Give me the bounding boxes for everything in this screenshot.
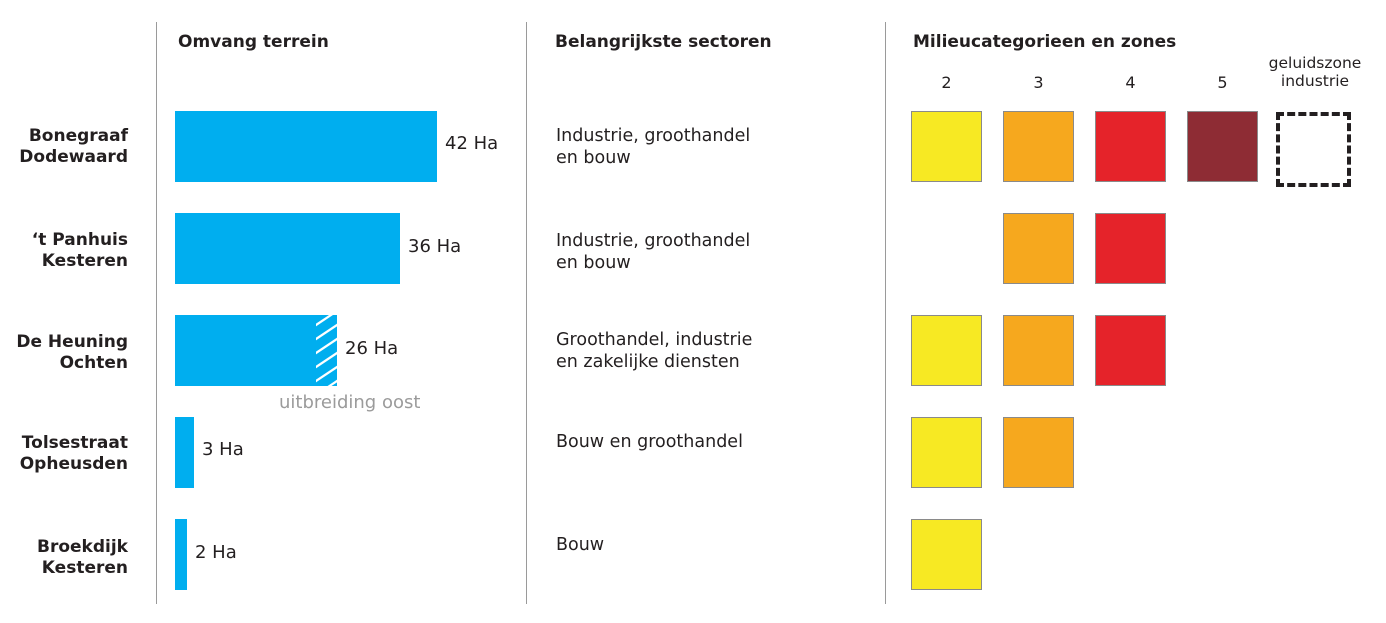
- terrain-name-heuning: De Heuning Ochten: [0, 332, 128, 374]
- column-divider-3: [885, 22, 886, 604]
- terrain-name-panhuis: ‘t Panhuis Kesteren: [0, 230, 128, 272]
- sector-line1: Groothandel, industrie: [556, 330, 753, 350]
- sector-line1: Bouw: [556, 535, 605, 555]
- bar-broekdijk: [175, 519, 187, 590]
- bar-heuning: [175, 315, 337, 386]
- category-label-3: 3: [1033, 73, 1044, 92]
- category-square-geluidszone: [1276, 112, 1351, 187]
- sector-bonegraaf: Industrie, groothandel en bouw: [556, 125, 750, 169]
- terrain-name-tolsestraat: Tolsestraat Opheusden: [0, 433, 128, 475]
- category-square-2: [911, 519, 982, 590]
- annotation-uitbreiding-oost: uitbreiding oost: [279, 392, 421, 413]
- sector-line1: Industrie, groothandel: [556, 126, 751, 146]
- category-label-geluidszone-line1: geluidszone: [1268, 54, 1362, 72]
- terrain-name-line2: Kesteren: [41, 558, 128, 578]
- terrain-name-line1: Bonegraaf: [28, 126, 128, 146]
- column-divider-1: [156, 22, 157, 604]
- category-square-4: [1095, 111, 1166, 182]
- header-sectors: Belangrijkste sectoren: [555, 32, 772, 52]
- sector-line2: en bouw: [556, 253, 631, 273]
- column-divider-2: [526, 22, 527, 604]
- terrain-name-line2: Kesteren: [41, 251, 128, 271]
- header-categories: Milieucategorieen en zones: [913, 32, 1177, 52]
- category-square-4: [1095, 315, 1166, 386]
- terrain-name-broekdijk: Broekdijk Kesteren: [0, 537, 128, 579]
- category-square-5: [1187, 111, 1258, 182]
- sector-tolsestraat: Bouw en groothandel: [556, 431, 743, 453]
- category-label-4: 4: [1125, 73, 1136, 92]
- category-square-2: [911, 417, 982, 488]
- terrain-name-bonegraaf: Bonegraaf Dodewaard: [0, 126, 128, 168]
- terrain-name-line1: De Heuning: [16, 332, 128, 352]
- category-square-2: [911, 315, 982, 386]
- sector-line2: en zakelijke diensten: [556, 352, 740, 372]
- bar-bonegraaf: [175, 111, 437, 182]
- category-square-4: [1095, 213, 1166, 284]
- bar-value-tolsestraat: 3 Ha: [202, 439, 244, 460]
- terrain-name-line1: Broekdijk: [37, 537, 128, 557]
- sector-line1: Industrie, groothandel: [556, 231, 751, 251]
- bar-value-broekdijk: 2 Ha: [195, 542, 237, 563]
- category-square-3: [1003, 213, 1074, 284]
- bar-tolsestraat: [175, 417, 194, 488]
- sector-heuning: Groothandel, industrie en zakelijke dien…: [556, 329, 752, 373]
- sector-broekdijk: Bouw: [556, 534, 604, 556]
- category-label-geluidszone-line2: industrie: [1280, 72, 1350, 90]
- category-square-3: [1003, 315, 1074, 386]
- category-label-geluidszone: geluidszone industrie: [1252, 54, 1378, 90]
- bar-value-panhuis: 36 Ha: [408, 236, 462, 257]
- category-square-2: [911, 111, 982, 182]
- bar-value-heuning: 26 Ha: [345, 338, 399, 359]
- terrain-name-line2: Opheusden: [19, 454, 128, 474]
- category-square-3: [1003, 111, 1074, 182]
- sector-panhuis: Industrie, groothandel en bouw: [556, 230, 750, 274]
- header-terrain: Omvang terrein: [178, 32, 329, 52]
- terrain-name-line2: Dodewaard: [19, 147, 128, 167]
- bar-hatch-uitbreiding: [316, 315, 337, 386]
- terrain-name-line2: Ochten: [59, 353, 128, 373]
- terrain-name-line1: Tolsestraat: [21, 433, 128, 453]
- category-square-3: [1003, 417, 1074, 488]
- terrain-name-line1: ‘t Panhuis: [31, 230, 128, 250]
- category-label-2: 2: [941, 73, 952, 92]
- bar-panhuis: [175, 213, 400, 284]
- category-label-5: 5: [1217, 73, 1228, 92]
- sector-line2: en bouw: [556, 148, 631, 168]
- bar-value-bonegraaf: 42 Ha: [445, 133, 499, 154]
- sector-line1: Bouw en groothandel: [556, 432, 743, 452]
